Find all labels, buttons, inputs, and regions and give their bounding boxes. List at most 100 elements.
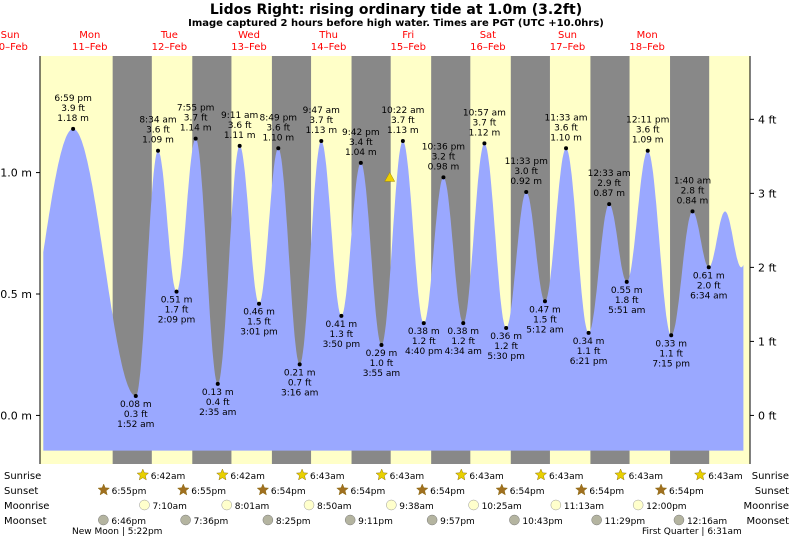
extrema-label: 3.9 ft xyxy=(61,104,85,114)
extrema-label: 1.14 m xyxy=(180,124,212,134)
moonrise-icon xyxy=(550,499,562,511)
sunrise-time: 6:42am xyxy=(151,472,186,482)
extrema-label: 3.7 ft xyxy=(391,116,415,126)
sunrise-icon xyxy=(694,468,707,481)
sunset-time: 6:54pm xyxy=(589,487,624,497)
high-tide-point xyxy=(193,136,198,141)
extrema-label: 1.13 m xyxy=(305,126,337,136)
sunset-time: 6:54pm xyxy=(510,487,545,497)
moonset-time: 9:11pm xyxy=(358,517,393,527)
extrema-label: 0.38 m xyxy=(447,327,479,337)
extrema-label: 2.9 ft xyxy=(597,179,621,189)
extrema-label: 0.3 ft xyxy=(124,410,148,420)
extrema-label: 0.46 m xyxy=(243,308,275,318)
moonset-time: 10:43pm xyxy=(522,517,562,527)
extrema-label: 0.13 m xyxy=(202,388,234,398)
low-tide-point xyxy=(669,333,674,338)
extrema-label: 1.09 m xyxy=(142,136,174,146)
extrema-label: 1:40 am xyxy=(674,176,711,186)
extrema-label: 5:12 am xyxy=(526,325,563,335)
extrema-label: 1.1 ft xyxy=(577,347,601,357)
extrema-label: 8:34 am xyxy=(139,116,176,126)
extrema-label: 4:40 pm xyxy=(405,347,443,357)
day-label: Mon xyxy=(637,30,658,41)
sunrise-time: 6:42am xyxy=(230,472,264,482)
extrema-label: 9:42 pm xyxy=(342,128,380,138)
moon-phase-new: New Moon | 5:22pm xyxy=(72,527,162,537)
sunset-icon xyxy=(654,483,668,496)
high-tide-point xyxy=(564,146,569,151)
sunset-icon xyxy=(177,483,190,496)
high-tide-point xyxy=(607,202,612,207)
high-tide-point xyxy=(645,148,650,153)
day-label: Sat xyxy=(480,30,496,41)
moonset-time: 11:29pm xyxy=(605,517,645,527)
moonset-time: 12:16am xyxy=(687,517,727,527)
moon-phase-first-quarter: First Quarter | 6:31am xyxy=(642,527,742,537)
astro-row-label-left: Sunset xyxy=(4,486,38,497)
high-tide-point xyxy=(156,148,161,153)
y-tick-label-left: 0.0 m xyxy=(0,409,32,422)
extrema-label: 3:01 pm xyxy=(240,328,278,338)
extrema-label: 3.6 ft xyxy=(228,121,252,131)
extrema-label: 2.8 ft xyxy=(681,186,705,196)
astro-row-label-right: Moonset xyxy=(747,516,790,527)
extrema-label: 11:33 am xyxy=(544,113,587,123)
moonset-time: 8:25pm xyxy=(276,517,311,527)
extrema-label: 10:22 am xyxy=(381,106,424,116)
astro-row-label-left: Moonset xyxy=(4,516,47,527)
day-label: Sun xyxy=(558,30,577,41)
extrema-label: 1.2 ft xyxy=(412,337,436,347)
high-tide-point xyxy=(276,146,281,151)
moonrise-icon xyxy=(468,499,479,511)
date-label: 17–Feb xyxy=(550,42,585,53)
sunrise-time: 6:43am xyxy=(390,472,425,482)
extrema-label: 3.7 ft xyxy=(309,116,333,126)
extrema-label: 2:09 pm xyxy=(158,316,196,326)
high-tide-point xyxy=(71,126,76,131)
sunset-time: 6:54pm xyxy=(669,487,704,497)
sunset-time: 6:55pm xyxy=(112,487,147,497)
sunset-time: 6:55pm xyxy=(191,487,226,497)
moonset-icon xyxy=(426,514,438,526)
sunset-icon xyxy=(256,483,270,496)
extrema-label: 6:34 am xyxy=(690,291,727,301)
high-tide-point xyxy=(441,175,446,180)
extrema-label: 9:47 am xyxy=(303,106,340,116)
extrema-label: 7:15 pm xyxy=(652,359,690,369)
moonrise-time: 12:00pm xyxy=(646,502,686,512)
extrema-label: 0.84 m xyxy=(677,196,709,206)
extrema-label: 3.0 ft xyxy=(514,167,538,177)
date-label: 13–Feb xyxy=(231,42,266,53)
extrema-label: 0.29 m xyxy=(366,349,398,359)
extrema-label: 1.5 ft xyxy=(533,315,557,325)
extrema-label: 0.7 ft xyxy=(288,378,312,388)
sunrise-time: 6:43am xyxy=(549,472,584,482)
high-tide-point xyxy=(237,143,242,148)
sunrise-icon xyxy=(455,468,468,481)
low-tide-point xyxy=(257,301,262,306)
low-tide-point xyxy=(504,326,509,330)
astro-row-label-right: Sunset xyxy=(755,486,789,497)
extrema-label: 3.7 ft xyxy=(473,118,497,128)
extrema-label: 1.12 m xyxy=(469,128,501,138)
extrema-label: 6:59 pm xyxy=(54,94,92,104)
sunset-icon xyxy=(495,483,508,496)
tide-area xyxy=(43,128,744,451)
moonset-icon xyxy=(673,514,685,526)
chart-subtitle: Image captured 2 hours before high water… xyxy=(188,18,604,29)
extrema-label: 1.04 m xyxy=(345,148,377,158)
sunrise-time: 6:43am xyxy=(629,472,664,482)
extrema-label: 1.0 ft xyxy=(370,359,394,369)
sunset-time: 6:54pm xyxy=(271,487,306,497)
low-tide-point xyxy=(421,321,426,326)
extrema-label: 0.4 ft xyxy=(206,398,230,408)
day-labels: Sun10–FebMon11–FebTue12–FebWed13–FebThu1… xyxy=(0,30,665,53)
tide-series xyxy=(43,128,744,451)
date-label: 14–Feb xyxy=(311,42,346,53)
low-tide-point xyxy=(297,362,302,367)
low-tide-point xyxy=(133,394,138,398)
extrema-label: 8:49 pm xyxy=(260,113,298,123)
extrema-label: 1.2 ft xyxy=(494,342,518,352)
date-label: 18–Feb xyxy=(629,42,664,53)
